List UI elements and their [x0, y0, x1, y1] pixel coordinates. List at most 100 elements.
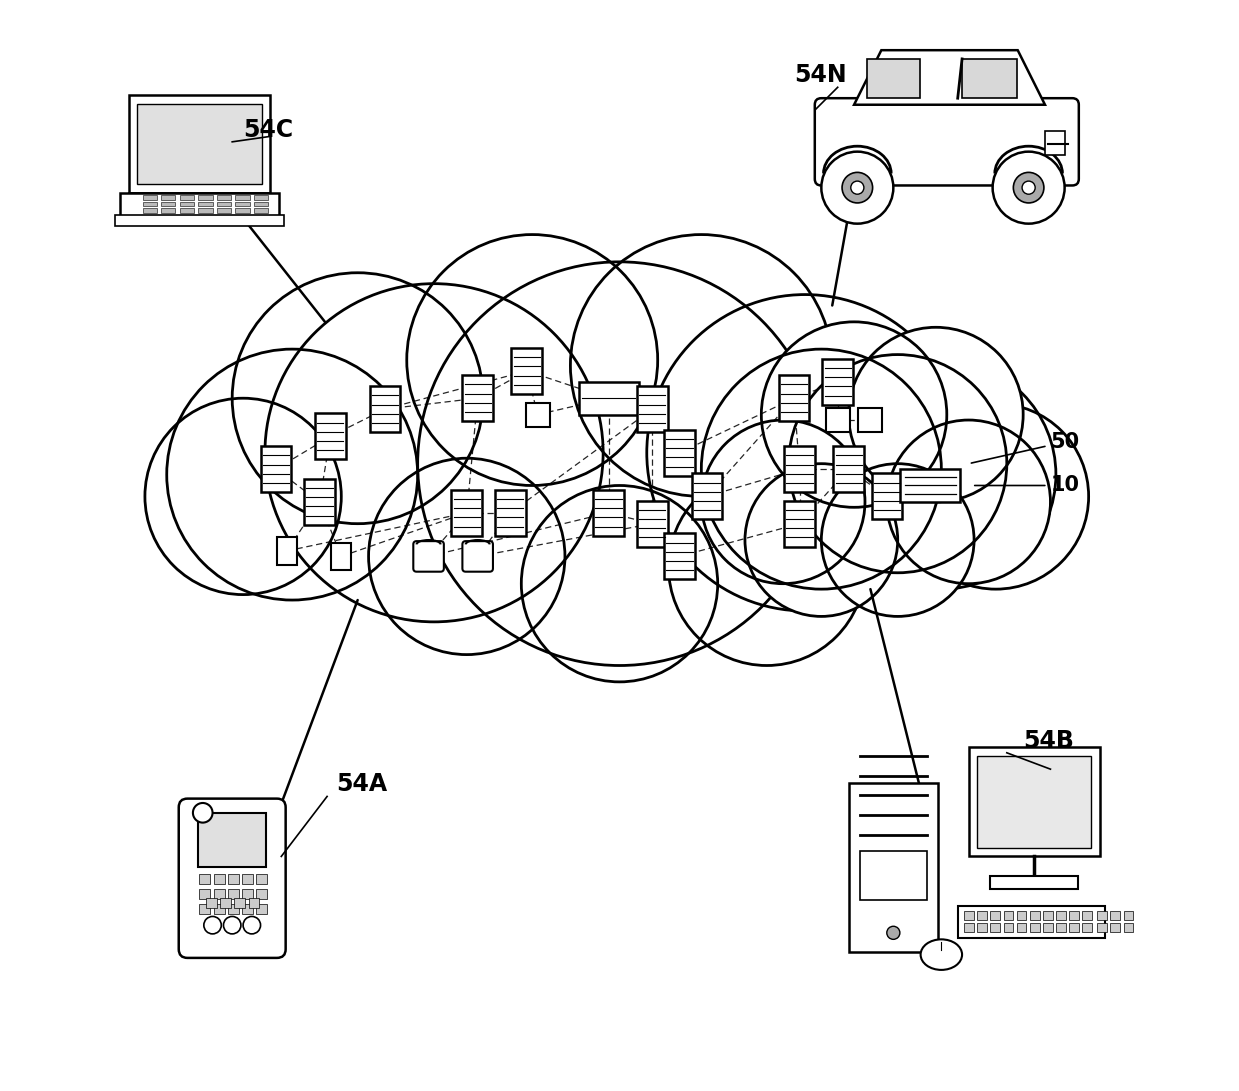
- Circle shape: [232, 273, 483, 524]
- Bar: [1056, 911, 1066, 920]
- Bar: [254, 208, 268, 213]
- Bar: [228, 904, 239, 914]
- Bar: [199, 904, 211, 914]
- Bar: [221, 898, 232, 908]
- Bar: [199, 889, 211, 899]
- Bar: [213, 904, 224, 914]
- Bar: [990, 911, 1000, 920]
- Bar: [1098, 911, 1108, 920]
- Bar: [198, 195, 213, 200]
- Text: 54A: 54A: [336, 772, 387, 796]
- Circle shape: [821, 152, 893, 224]
- Bar: [637, 386, 668, 432]
- Bar: [217, 202, 232, 206]
- Bar: [1017, 923, 1026, 932]
- Bar: [1004, 923, 1014, 932]
- Bar: [217, 195, 232, 200]
- Bar: [278, 538, 296, 565]
- Bar: [206, 898, 217, 908]
- Circle shape: [167, 349, 418, 600]
- Bar: [1017, 911, 1026, 920]
- Bar: [120, 193, 279, 217]
- Bar: [867, 59, 919, 98]
- Polygon shape: [854, 50, 1044, 105]
- Bar: [779, 375, 809, 421]
- Bar: [242, 904, 253, 914]
- Bar: [199, 874, 211, 884]
- Circle shape: [745, 464, 898, 616]
- Bar: [254, 195, 268, 200]
- Bar: [961, 59, 1017, 98]
- Bar: [859, 408, 882, 432]
- Bar: [180, 208, 195, 213]
- Bar: [115, 215, 284, 226]
- Bar: [161, 202, 176, 206]
- Bar: [978, 756, 1090, 848]
- Bar: [958, 906, 1105, 938]
- Circle shape: [887, 926, 900, 939]
- Bar: [823, 359, 852, 405]
- Circle shape: [851, 181, 864, 194]
- FancyBboxPatch shape: [414, 541, 444, 572]
- Circle shape: [849, 327, 1023, 502]
- Circle shape: [701, 420, 865, 584]
- Bar: [1124, 911, 1134, 920]
- Circle shape: [204, 916, 222, 934]
- Bar: [256, 889, 268, 899]
- Bar: [964, 923, 974, 932]
- Circle shape: [522, 485, 717, 682]
- Circle shape: [761, 322, 947, 507]
- Circle shape: [145, 398, 341, 595]
- FancyBboxPatch shape: [462, 541, 493, 572]
- Circle shape: [570, 235, 833, 496]
- Bar: [1082, 923, 1092, 932]
- Bar: [242, 889, 253, 899]
- Text: 50: 50: [971, 432, 1079, 463]
- Text: 54N: 54N: [794, 63, 846, 87]
- Bar: [451, 490, 482, 536]
- Bar: [462, 375, 493, 421]
- Text: 54B: 54B: [1023, 729, 1074, 753]
- Bar: [161, 195, 176, 200]
- Bar: [242, 874, 253, 884]
- Circle shape: [406, 235, 658, 485]
- Bar: [315, 413, 346, 459]
- Circle shape: [243, 916, 260, 934]
- Bar: [217, 208, 232, 213]
- Bar: [254, 202, 268, 206]
- Bar: [496, 490, 525, 536]
- Bar: [1098, 923, 1108, 932]
- Bar: [198, 202, 213, 206]
- Circle shape: [223, 916, 240, 934]
- Bar: [142, 208, 157, 213]
- Bar: [180, 195, 195, 200]
- Bar: [964, 911, 974, 920]
- FancyBboxPatch shape: [178, 799, 286, 958]
- Bar: [664, 430, 695, 476]
- Bar: [198, 208, 213, 213]
- Bar: [1004, 911, 1014, 920]
- Bar: [978, 923, 987, 932]
- Bar: [1069, 923, 1079, 932]
- Bar: [825, 408, 850, 432]
- Circle shape: [1014, 172, 1044, 203]
- Text: 54C: 54C: [243, 118, 294, 142]
- Bar: [978, 911, 987, 920]
- Circle shape: [193, 803, 213, 823]
- Bar: [1124, 923, 1134, 932]
- Bar: [235, 195, 249, 200]
- Bar: [593, 490, 624, 536]
- FancyBboxPatch shape: [815, 98, 1079, 185]
- Bar: [142, 202, 157, 206]
- Bar: [1043, 911, 1053, 920]
- Bar: [512, 348, 541, 394]
- Bar: [180, 202, 195, 206]
- Bar: [664, 533, 695, 579]
- Bar: [249, 898, 259, 908]
- Bar: [1030, 911, 1040, 920]
- Bar: [213, 874, 224, 884]
- Text: 10: 10: [975, 476, 1079, 495]
- Circle shape: [821, 464, 974, 616]
- Bar: [235, 202, 249, 206]
- Bar: [235, 208, 249, 213]
